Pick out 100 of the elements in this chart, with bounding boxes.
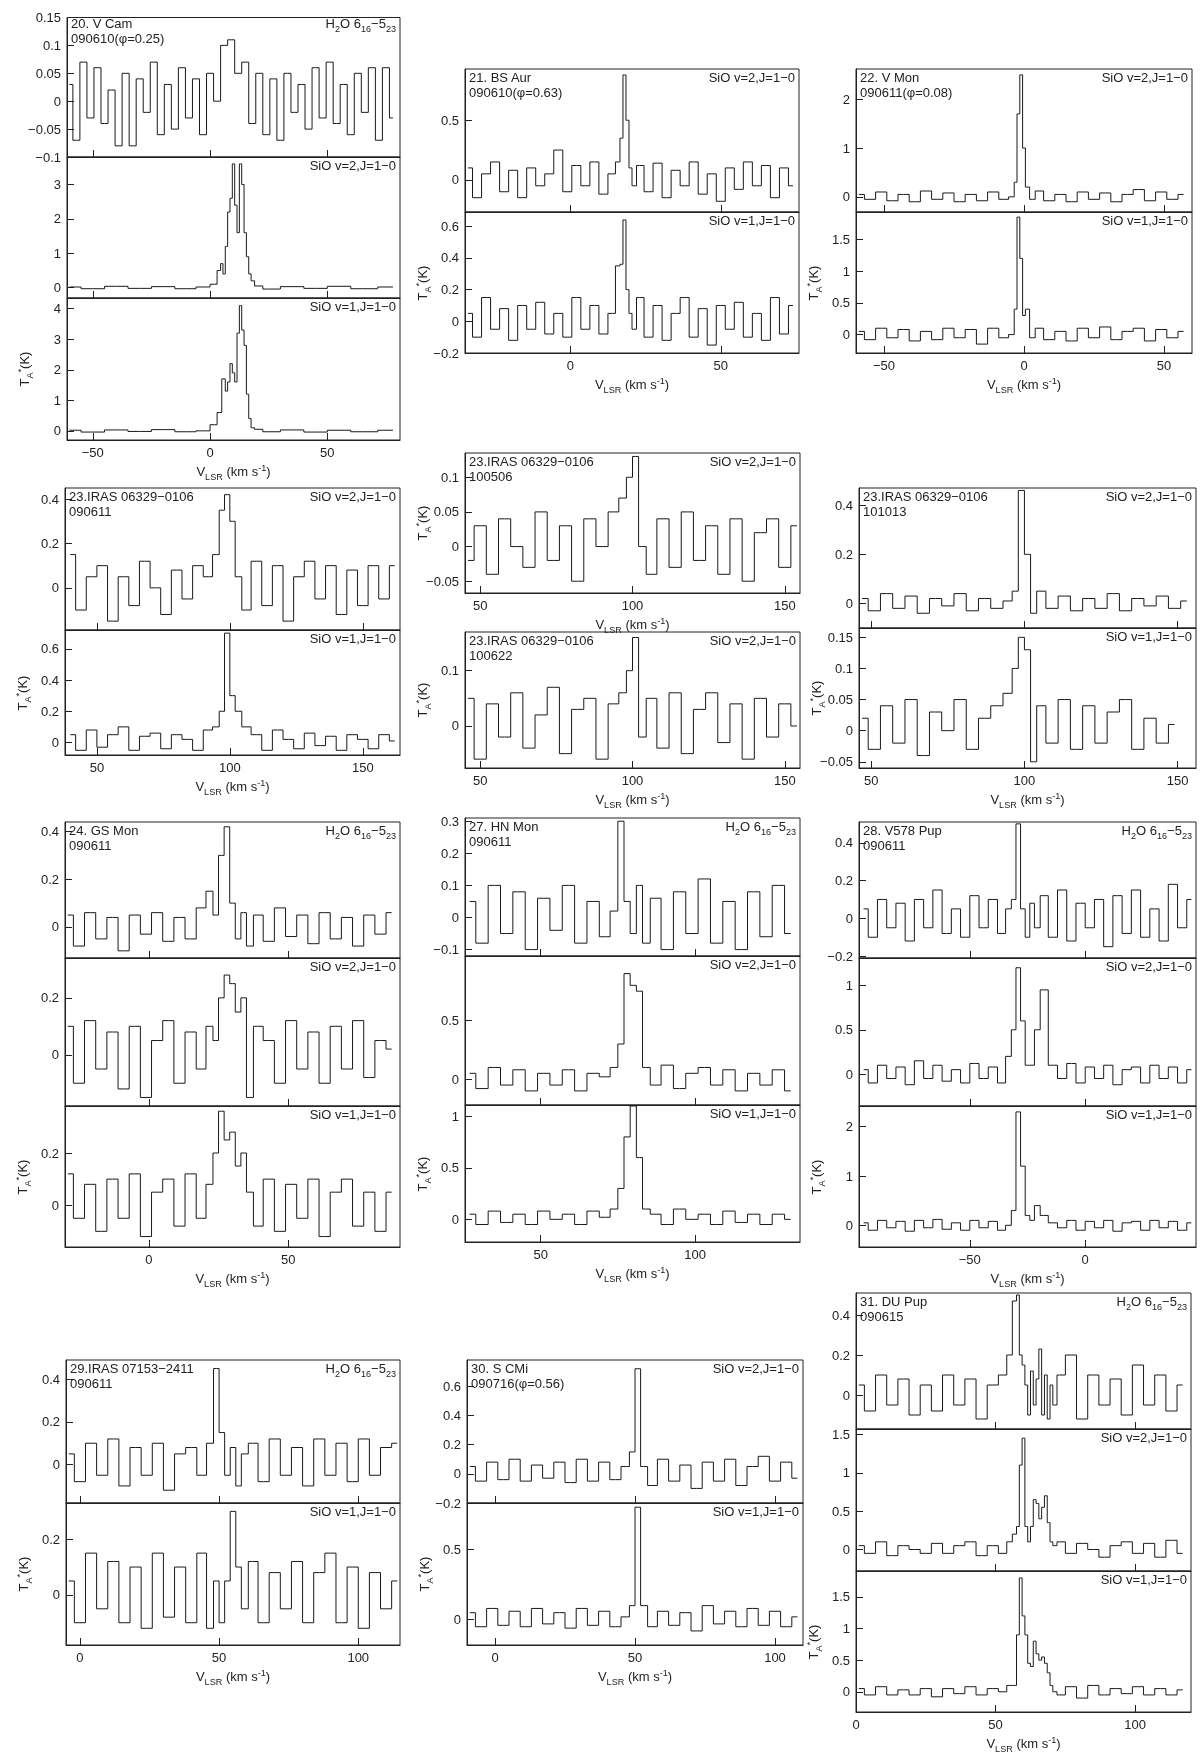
annotation: 101013 [863,504,907,519]
y-tick-label: 1 [845,1168,853,1184]
y-tick-label: −0.2 [435,1495,461,1511]
x-tick-label: 0 [145,1252,153,1267]
x-tick-label: 0 [206,445,214,460]
annotation: 22. V Mon [860,70,920,85]
annotation: H$_{2}$O 6$_{16}$−5$_{23}$ [1121,823,1192,841]
x-tick-label: −50 [958,1252,981,1267]
y-tick-label: 0 [453,1612,461,1628]
y-tick-label: 1 [842,1465,850,1481]
y-tick-label: 0 [51,1047,59,1063]
annotation: SiO v=1,J=1−0 [712,1504,799,1519]
y-tick-label: 0.2 [41,1414,60,1430]
x-tick-label: 50 [89,760,105,775]
y-tick-label: 0 [451,1211,459,1227]
y-tick-label: 0.2 [440,282,459,298]
annotation: 31. DU Pup [860,1294,928,1309]
annotation: 090611 [70,1376,113,1391]
y-tick-label: 0.5 [831,1652,850,1668]
annotation: 23.IRAS 06329−0106 [469,633,594,648]
y-tick-label: −0.1 [35,149,61,165]
y-tick-label: 0.4 [442,1407,461,1423]
annotation: 27. HN Mon [469,819,539,834]
y-tick-label: 3 [53,177,61,193]
annotation: 29.IRAS 07153−2411 [70,1361,194,1376]
annotation: SiO v=2,J=1−0 [1101,70,1188,85]
annotation: SiO v=2,J=1−0 [712,1361,799,1376]
y-tick-label: 0 [53,93,61,109]
y-tick-label: 0.1 [42,37,61,53]
y-tick-label: 0.3 [440,813,459,829]
x-tick-label: 50 [1156,358,1172,373]
x-axis-title: V$_{LSR}$ (km s$^{-1}$) [595,1264,670,1284]
annotation: 23.IRAS 06329−0106 [863,489,988,504]
y-tick-label: 1 [842,263,850,279]
y-tick-label: 0 [51,919,59,935]
y-tick-label: 0 [845,910,853,926]
x-tick-label: 50 [211,1650,227,1665]
x-tick-label: 100 [621,773,644,788]
y-tick-label: 0.5 [440,112,459,128]
y-tick-label: 0.2 [834,546,853,562]
y-tick-label: 0.2 [40,703,59,719]
y-tick-label: 0 [51,735,59,750]
y-tick-label: −0.05 [28,121,61,137]
annotation: 23.IRAS 06329−0106 [469,454,594,469]
y-tick-label: 0.4 [40,672,59,688]
x-tick-label: 50 [627,1650,643,1665]
x-tick-label: 150 [1166,773,1189,788]
annotation: 23.IRAS 06329−0106 [69,489,194,504]
x-tick-label: 100 [684,1247,706,1262]
y-tick-label: 0.2 [831,1347,850,1363]
annotation: SiO v=2,J=1−0 [709,633,796,648]
annotation: SiO v=2,J=1−0 [1100,1430,1187,1445]
x-tick-label: 100 [347,1650,370,1665]
y-tick-label: 0 [842,1684,850,1700]
y-tick-label: −0.2 [433,345,459,361]
x-tick-label: 150 [351,760,374,775]
x-tick-label: 100 [218,760,241,775]
y-tick-label: 0.05 [35,65,61,81]
y-tick-label: −0.1 [433,942,459,958]
y-tick-label: 0.2 [40,1145,59,1161]
annotation: 090611 [863,838,906,853]
y-tick-label: −0.05 [820,754,853,770]
y-tick-label: 1 [53,392,61,408]
x-axis-title: V$_{LSR}$ (km s$^{-1}$) [195,1667,271,1687]
y-tick-label: −0.05 [426,573,459,589]
y-tick-label: 1 [451,1108,459,1124]
x-tick-label: 50 [533,1247,548,1262]
annotation: SiO v=1,J=1−0 [309,1107,396,1122]
x-tick-label: 50 [472,598,488,613]
y-tick-label: 0.4 [40,824,59,840]
y-tick-label: 0.6 [40,641,59,657]
y-tick-label: 1 [842,1621,850,1637]
y-tick-label: 0.5 [440,1160,459,1176]
annotation: SiO v=2,J=1−0 [309,158,396,173]
y-tick-label: 0 [52,1587,60,1603]
y-tick-label: 0 [842,1542,850,1558]
annotation: 090611 [69,838,112,853]
y-tick-label: 0.5 [834,1022,853,1038]
y-tick-label: 0 [451,172,459,188]
annotation: 090610(φ=0.63) [469,85,563,100]
annotation: SiO v=2,J=1−0 [709,454,796,469]
annotation: SiO v=1,J=1−0 [309,631,396,646]
y-tick-label: 2 [53,362,61,378]
annotation: 30. S CMi [471,1361,529,1376]
y-tick-label: 0.2 [41,1531,60,1547]
x-tick-label: 150 [773,773,796,788]
x-axis-title: V$_{LSR}$ (km s$^{-1}$) [196,462,271,482]
annotation: 100622 [469,648,513,663]
x-axis-title: V$_{LSR}$ (km s$^{-1}$) [986,375,1062,395]
x-tick-label: 150 [773,598,796,613]
y-tick-label: 0.2 [40,871,59,887]
y-tick-label: 0 [842,1387,850,1403]
y-tick-label: 0.1 [834,660,853,676]
x-tick-label: 100 [1124,1717,1147,1732]
annotation: SiO v=2,J=1−0 [1105,489,1192,504]
y-tick-label: 1 [845,977,853,993]
annotation: SiO v=1,J=1−0 [309,299,396,314]
y-tick-label: 0 [451,718,459,734]
annotation: 100506 [469,469,513,484]
y-tick-label: 0 [451,539,459,555]
